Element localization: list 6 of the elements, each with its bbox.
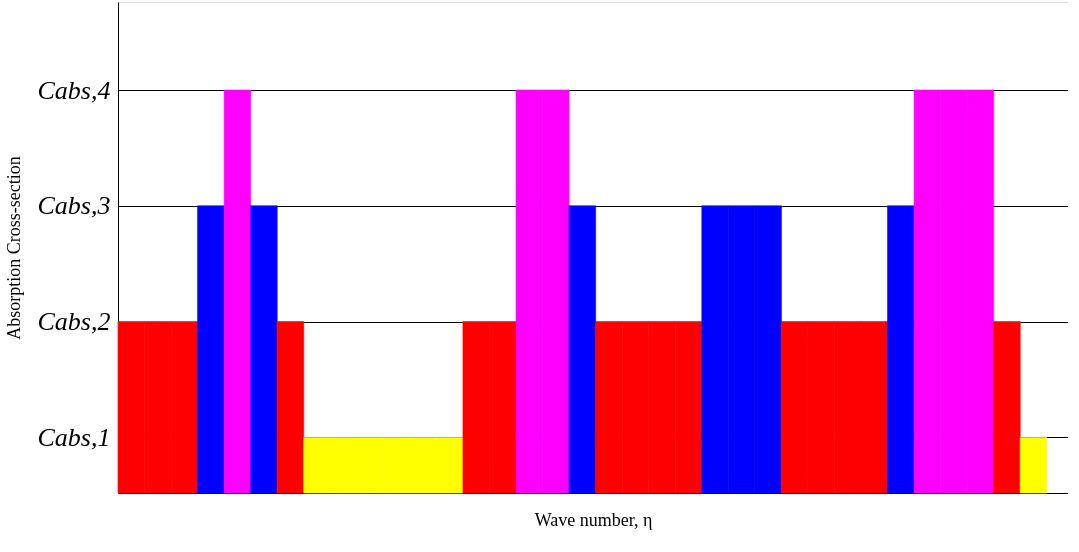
x-axis-title: Wave number, η (534, 509, 653, 530)
y-tick-label: Cabs,4 (37, 75, 111, 105)
y-tick-label: Cabs,3 (37, 191, 111, 221)
y-tick-label: Cabs,2 (37, 307, 111, 337)
y-tick-label: Cabs,1 (37, 422, 111, 452)
y-axis-title: Absorption Cross-section (3, 156, 24, 340)
